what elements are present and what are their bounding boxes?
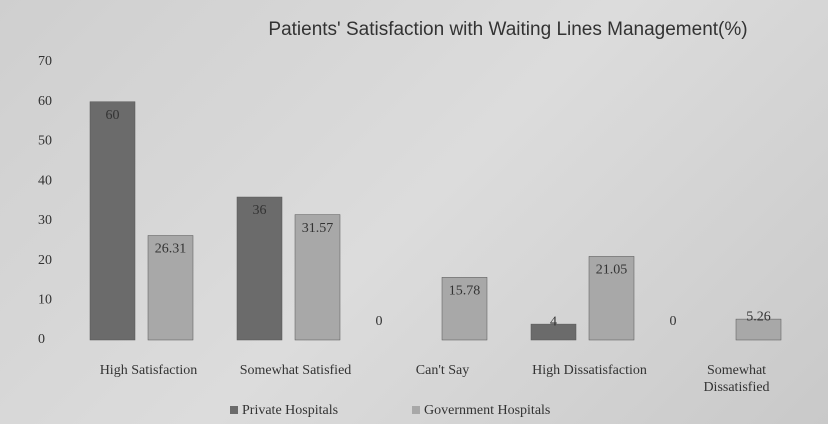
y-tick-label: 20	[38, 253, 52, 268]
value-label: 26.31	[155, 242, 187, 257]
y-tick-label: 60	[38, 94, 52, 109]
y-tick-label: 30	[38, 213, 52, 228]
bar	[294, 214, 341, 341]
bar	[735, 318, 782, 341]
y-tick-label: 50	[38, 134, 52, 149]
bar	[236, 196, 283, 341]
value-label: 0	[670, 314, 677, 329]
y-tick-label: 70	[38, 54, 52, 69]
chart-title: Patients' Satisfaction with Waiting Line…	[268, 19, 747, 40]
y-tick-label: 10	[38, 293, 52, 308]
value-label: 4	[550, 314, 557, 329]
bar	[89, 101, 136, 341]
value-label: 15.78	[449, 284, 481, 299]
value-label: 60	[106, 108, 120, 123]
x-tick-label: High Dissatisfaction	[532, 363, 647, 378]
value-label: 5.26	[746, 309, 771, 324]
value-label: 36	[253, 203, 267, 218]
y-tick-label: 40	[38, 173, 52, 188]
bar	[530, 323, 577, 341]
value-label: 0	[376, 314, 383, 329]
legend-label: Government Hospitals	[424, 403, 550, 418]
legend-swatch	[230, 406, 238, 414]
value-label: 31.57	[302, 221, 334, 236]
x-tick-label: High Satisfaction	[99, 363, 198, 378]
bar	[588, 256, 635, 341]
value-label: 21.05	[596, 263, 628, 278]
x-tick-label: Can't Say	[415, 363, 470, 378]
bar	[441, 277, 488, 341]
legend-swatch	[412, 406, 420, 414]
x-tick-label: Somewhat Dissatisfied	[703, 363, 770, 395]
legend-label: Private Hospitals	[242, 403, 338, 418]
y-tick-label: 0	[38, 332, 45, 347]
bar	[147, 235, 194, 341]
x-tick-label: Somewhat Satisfied	[239, 363, 352, 378]
